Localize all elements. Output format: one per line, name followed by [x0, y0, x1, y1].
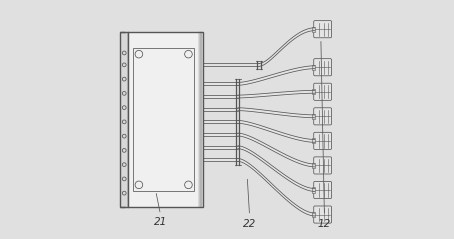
Bar [312, 65, 316, 70]
FancyBboxPatch shape [314, 157, 331, 174]
FancyBboxPatch shape [314, 108, 331, 125]
Bar [128, 32, 203, 207]
Bar [133, 48, 194, 191]
Bar [120, 32, 128, 207]
FancyBboxPatch shape [314, 21, 331, 38]
Bar [312, 27, 316, 32]
Bar [312, 138, 316, 143]
Bar [312, 163, 316, 168]
Bar [312, 212, 316, 217]
Text: 22: 22 [243, 219, 256, 228]
FancyBboxPatch shape [314, 83, 331, 100]
Text: 21: 21 [154, 217, 167, 227]
Text: 12: 12 [318, 219, 331, 228]
FancyBboxPatch shape [314, 206, 331, 223]
Bar [312, 187, 316, 193]
Bar [312, 89, 316, 94]
Bar [312, 114, 316, 119]
FancyBboxPatch shape [314, 181, 331, 199]
FancyBboxPatch shape [314, 132, 331, 149]
FancyBboxPatch shape [314, 59, 331, 76]
